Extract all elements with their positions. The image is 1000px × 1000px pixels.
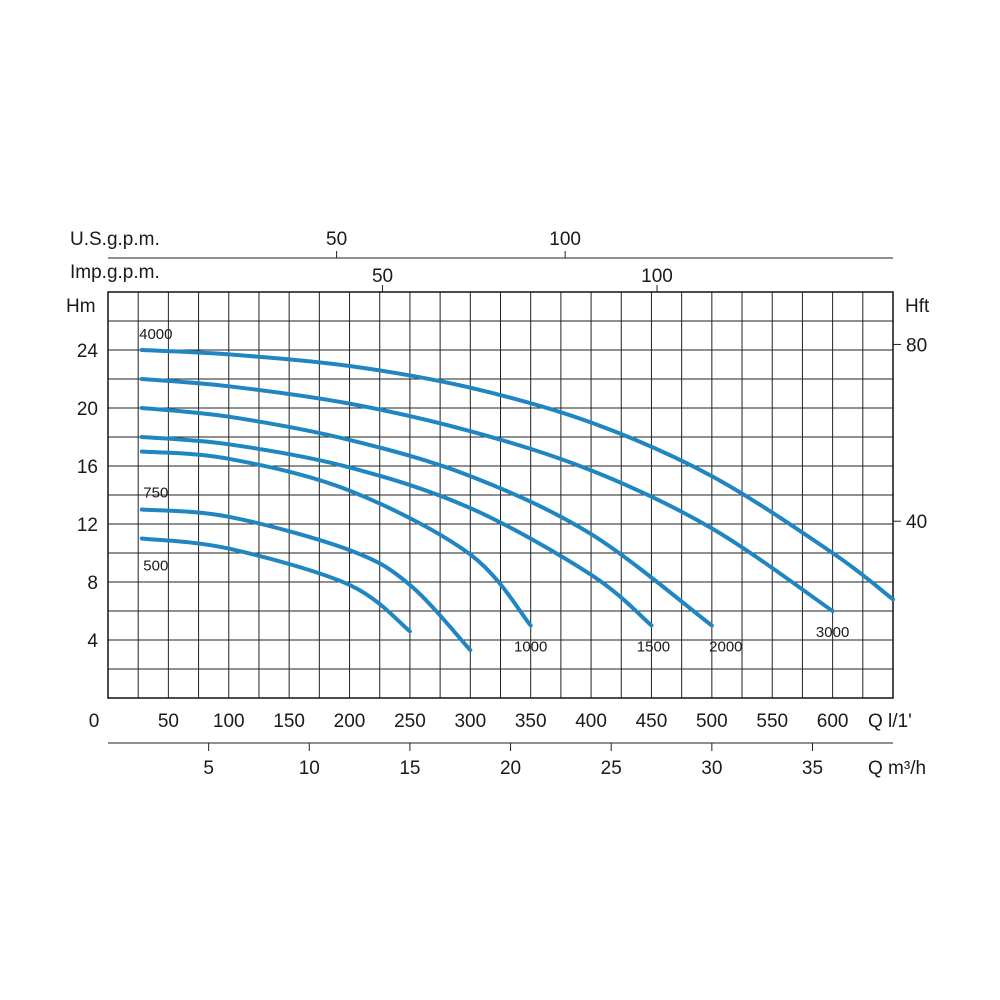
- imp-gpm-tick-label: 50: [372, 266, 393, 287]
- curve-1500: [139, 435, 654, 628]
- x-tick-label: 500: [696, 711, 728, 732]
- y-tick-label: 12: [77, 515, 98, 536]
- us-gpm-tick-label: 100: [549, 229, 581, 250]
- curve-label-4000: 4000: [139, 326, 172, 343]
- x-tick-label: 100: [213, 711, 245, 732]
- m3h-tick-label: 10: [299, 758, 320, 779]
- x-axis-m3h-label: Q m³/h: [868, 758, 926, 779]
- ft-tick-label: 80: [906, 335, 927, 356]
- x-tick-label: 350: [515, 711, 547, 732]
- x-tick-label: 600: [817, 711, 849, 732]
- m3h-tick-label: 5: [203, 758, 214, 779]
- ft-tick-label: 40: [906, 512, 927, 533]
- y-tick-label: 20: [77, 399, 98, 420]
- curve-label-3000: 3000: [816, 624, 849, 641]
- y-tick-label: 16: [77, 457, 98, 478]
- m3h-tick-label: 25: [601, 758, 622, 779]
- y-axis-ft-label: Hft: [905, 296, 930, 317]
- x-axis-label: Q l/1': [868, 711, 912, 732]
- curve-4000: [139, 348, 895, 602]
- y-tick-label: 8: [87, 573, 98, 594]
- curve-label-500: 500: [143, 558, 168, 575]
- x-tick-label: 450: [636, 711, 668, 732]
- plot-frame: [107, 291, 894, 699]
- curve-2000: [139, 406, 714, 628]
- y-tick-label: 24: [77, 341, 99, 362]
- us-gpm-tick-label: 50: [326, 229, 347, 250]
- curve-label-2000: 2000: [709, 639, 742, 656]
- imp-gpm-tick-label: 100: [641, 266, 673, 287]
- y-tick-label: 4: [87, 631, 98, 652]
- top-axis-imp-label: Imp.g.p.m.: [70, 262, 160, 283]
- curve-label-1500: 1500: [637, 639, 670, 656]
- x-tick-label: 50: [158, 711, 179, 732]
- x-tick-label: 250: [394, 711, 426, 732]
- m3h-tick-label: 35: [802, 758, 823, 779]
- y-axis-label: Hm: [66, 296, 96, 317]
- top-axis-us-label: U.S.g.p.m.: [70, 229, 160, 250]
- m3h-tick-label: 20: [500, 758, 521, 779]
- x-tick-label: 200: [334, 711, 366, 732]
- x-tick-label: 150: [273, 711, 305, 732]
- curve-3000: [139, 377, 835, 613]
- curve-label-1000: 1000: [514, 639, 547, 656]
- m3h-tick-label: 15: [399, 758, 420, 779]
- curve-750: [139, 507, 473, 653]
- x-tick-label: 300: [454, 711, 486, 732]
- m3h-tick-label: 30: [701, 758, 722, 779]
- curve-500: [139, 536, 412, 634]
- curve-group: [139, 348, 895, 653]
- x-tick-label: 550: [756, 711, 788, 732]
- x-tick-label: 400: [575, 711, 607, 732]
- curve-1000: [139, 449, 533, 628]
- x-tick-label: 0: [89, 711, 100, 732]
- curve-label-750: 750: [143, 485, 168, 502]
